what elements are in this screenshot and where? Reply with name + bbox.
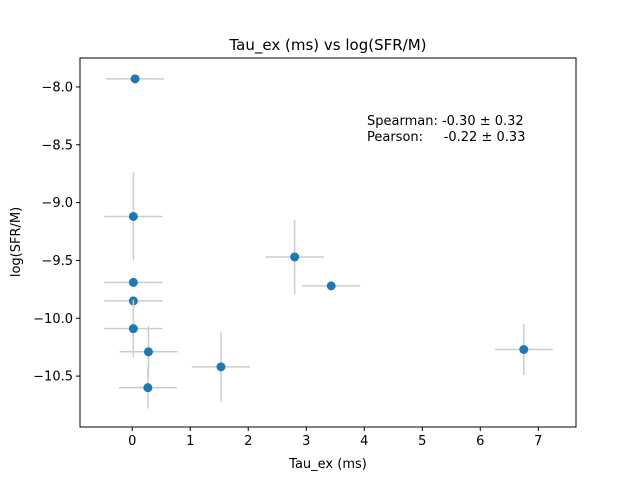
- y-tick-label: −8.0: [41, 80, 73, 95]
- data-point: [128, 324, 138, 334]
- data-point: [326, 281, 336, 291]
- data-point: [143, 383, 153, 393]
- x-tick-label: 6: [476, 434, 484, 449]
- data-point-group: [104, 277, 163, 287]
- x-tick-label: 5: [418, 434, 426, 449]
- y-tick-label: −9.0: [41, 196, 73, 211]
- x-tick-label: 7: [534, 434, 542, 449]
- data-point-group: [104, 299, 163, 358]
- data-point: [290, 252, 300, 262]
- x-tick-label: 4: [360, 434, 368, 449]
- plot-area: [104, 74, 553, 409]
- chart-title: Tau_ex (ms) vs log(SFR/M): [229, 36, 427, 55]
- data-point: [128, 277, 138, 287]
- data-point-group: [494, 324, 553, 375]
- x-tick-label: 3: [302, 434, 310, 449]
- data-point-group: [302, 281, 361, 291]
- x-tick-label: 1: [186, 434, 194, 449]
- pearson-annotation: Pearson: -0.22 ± 0.33: [367, 130, 525, 145]
- y-tick-label: −10.0: [33, 312, 73, 327]
- data-point-group: [191, 332, 250, 402]
- data-point-group: [106, 74, 165, 84]
- y-tick-label: −8.5: [41, 138, 73, 153]
- x-tick-label: 2: [244, 434, 252, 449]
- data-point: [519, 344, 529, 354]
- y-tick-label: −9.5: [41, 254, 73, 269]
- data-point: [130, 74, 140, 84]
- axes-frame: [79, 57, 577, 428]
- x-tick-label: 0: [128, 434, 136, 449]
- y-axis-ticks: −10.5 −10.0 −9.5 −9.0 −8.5 −8.0: [33, 80, 80, 385]
- y-axis-label: log(SFR/M): [9, 207, 24, 277]
- data-point: [128, 211, 138, 221]
- x-axis-ticks: 0 1 2 3 4 5 6 7: [128, 427, 542, 449]
- data-point-group: [118, 366, 177, 409]
- data-point: [216, 362, 226, 372]
- data-point: [143, 347, 153, 357]
- spearman-annotation: Spearman: -0.30 ± 0.32: [367, 114, 524, 129]
- y-tick-label: −10.5: [33, 370, 73, 385]
- x-axis-label: Tau_ex (ms): [288, 457, 367, 472]
- data-point-group: [104, 172, 163, 261]
- data-point-group: [265, 219, 324, 294]
